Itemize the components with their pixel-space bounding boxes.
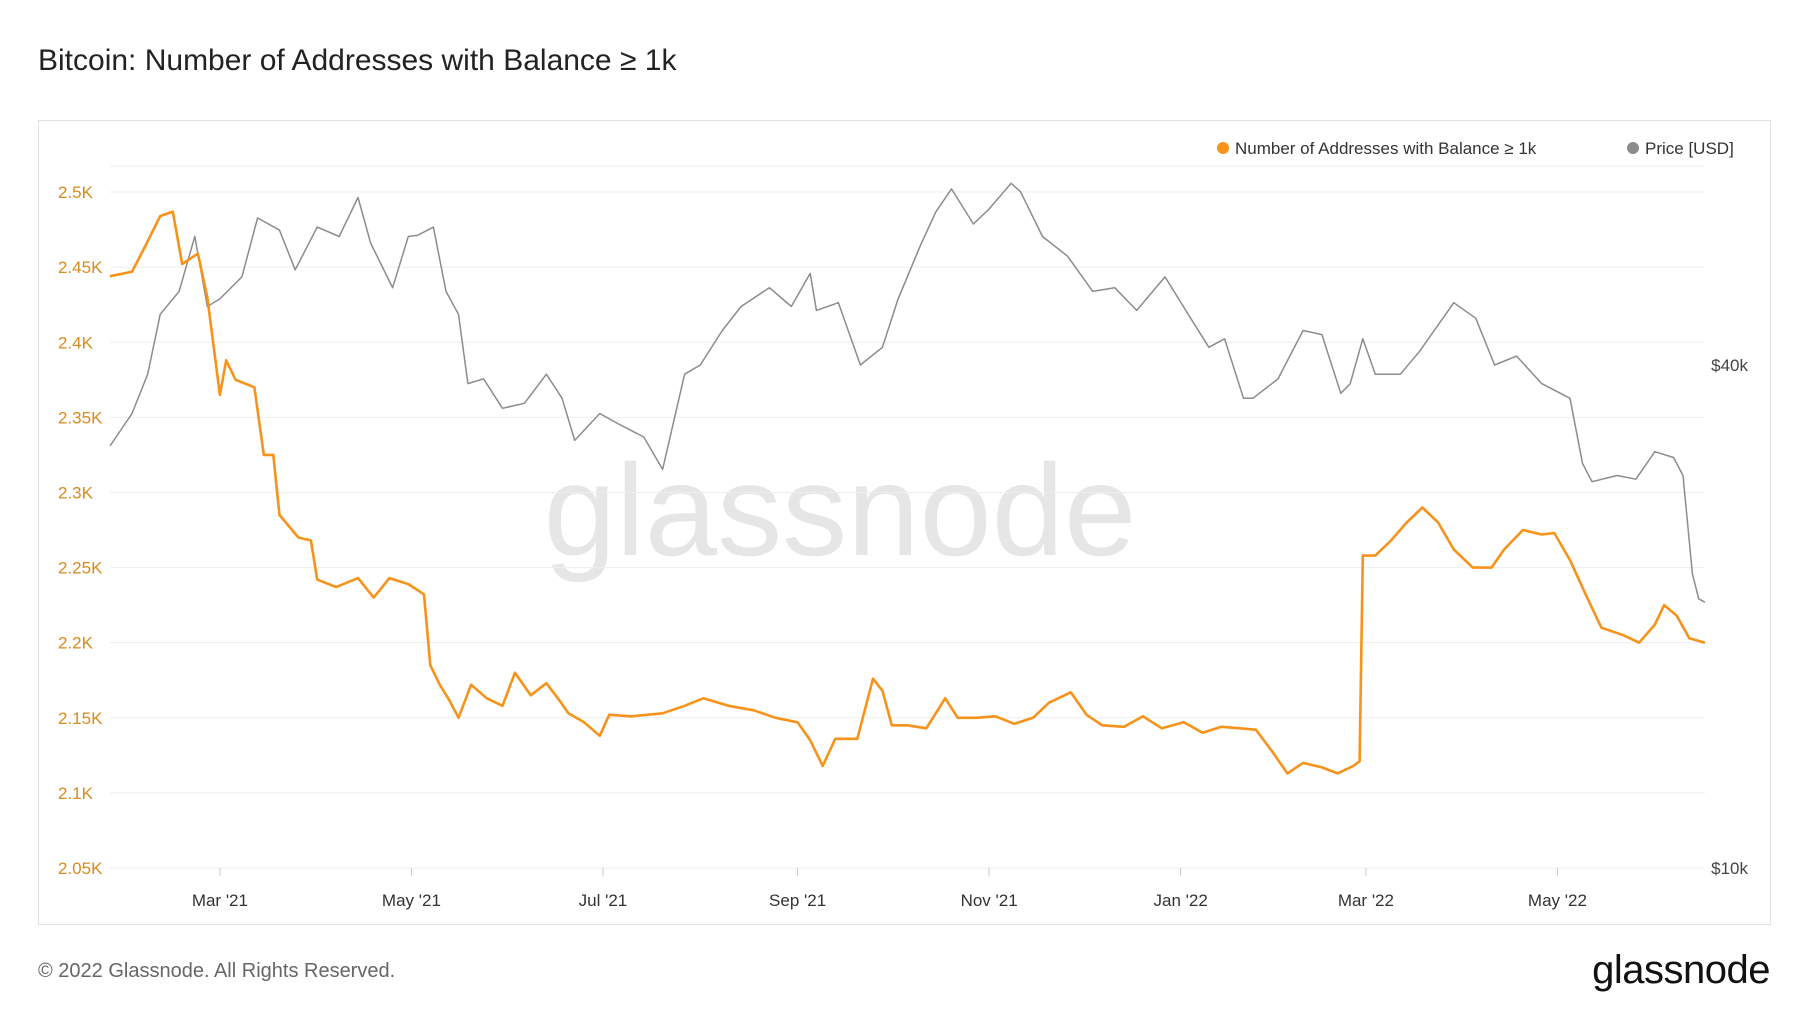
left-axis-tick-label: 2.2K: [58, 634, 94, 653]
x-axis-tick-label: Jan '22: [1154, 891, 1208, 910]
watermark-text: glassnode: [544, 437, 1137, 583]
left-axis-tick-label: 2.45K: [58, 258, 103, 277]
glassnode-logo[interactable]: glassnode: [1592, 948, 1770, 992]
price-series-line: [109, 182, 1706, 603]
x-axis-tick-label: May '22: [1528, 891, 1587, 910]
right-axis-tick-labels: $10k $40k: [1711, 356, 1748, 878]
legend-label-addresses[interactable]: Number of Addresses with Balance ≥ 1k: [1235, 139, 1537, 158]
legend-label-price[interactable]: Price [USD]: [1645, 139, 1734, 158]
legend-dot-addresses: [1217, 142, 1229, 154]
right-axis-tick-label: $10k: [1711, 859, 1748, 878]
right-axis-tick-label: $40k: [1711, 356, 1748, 375]
addresses-series-line: [109, 210, 1706, 775]
page-title: Bitcoin: Number of Addresses with Balanc…: [38, 44, 677, 77]
footer-copyright: © 2022 Glassnode. All Rights Reserved.: [38, 960, 396, 982]
grid-lines: [110, 165, 1705, 869]
chart-panel: [38, 120, 1771, 925]
left-axis-tick-label: 2.4K: [58, 333, 94, 352]
left-axis-tick-label: 2.05K: [58, 859, 103, 878]
left-axis-tick-label: 2.5K: [58, 183, 94, 202]
x-axis-tick-label: Jul '21: [579, 891, 628, 910]
left-axis-tick-label: 2.35K: [58, 408, 103, 427]
x-axis-tick-label: Nov '21: [961, 891, 1018, 910]
left-axis-tick-label: 2.25K: [58, 559, 103, 578]
legend-dot-price: [1627, 142, 1639, 154]
left-axis-tick-label: 2.1K: [58, 784, 94, 803]
x-axis-tick-label: Sep '21: [769, 891, 826, 910]
series-lines: [109, 182, 1706, 775]
x-axis-tick-label: Mar '21: [192, 891, 248, 910]
left-axis-tick-label: 2.3K: [58, 483, 94, 502]
left-axis-tick-label: 2.15K: [58, 709, 103, 728]
legend[interactable]: Number of Addresses with Balance ≥ 1k Pr…: [1217, 139, 1734, 158]
x-axis-tick-labels: Mar '21 May '21 Jul '21 Sep '21 Nov '21 Jan '…: [192, 868, 1587, 910]
x-axis-tick-label: Mar '22: [1338, 891, 1394, 910]
x-axis-tick-label: May '21: [382, 891, 441, 910]
left-axis-tick-labels: 2.05K 2.1K 2.15K 2.2K 2.25K 2.3K 2.35K 2.4K 2.45…: [58, 183, 103, 878]
